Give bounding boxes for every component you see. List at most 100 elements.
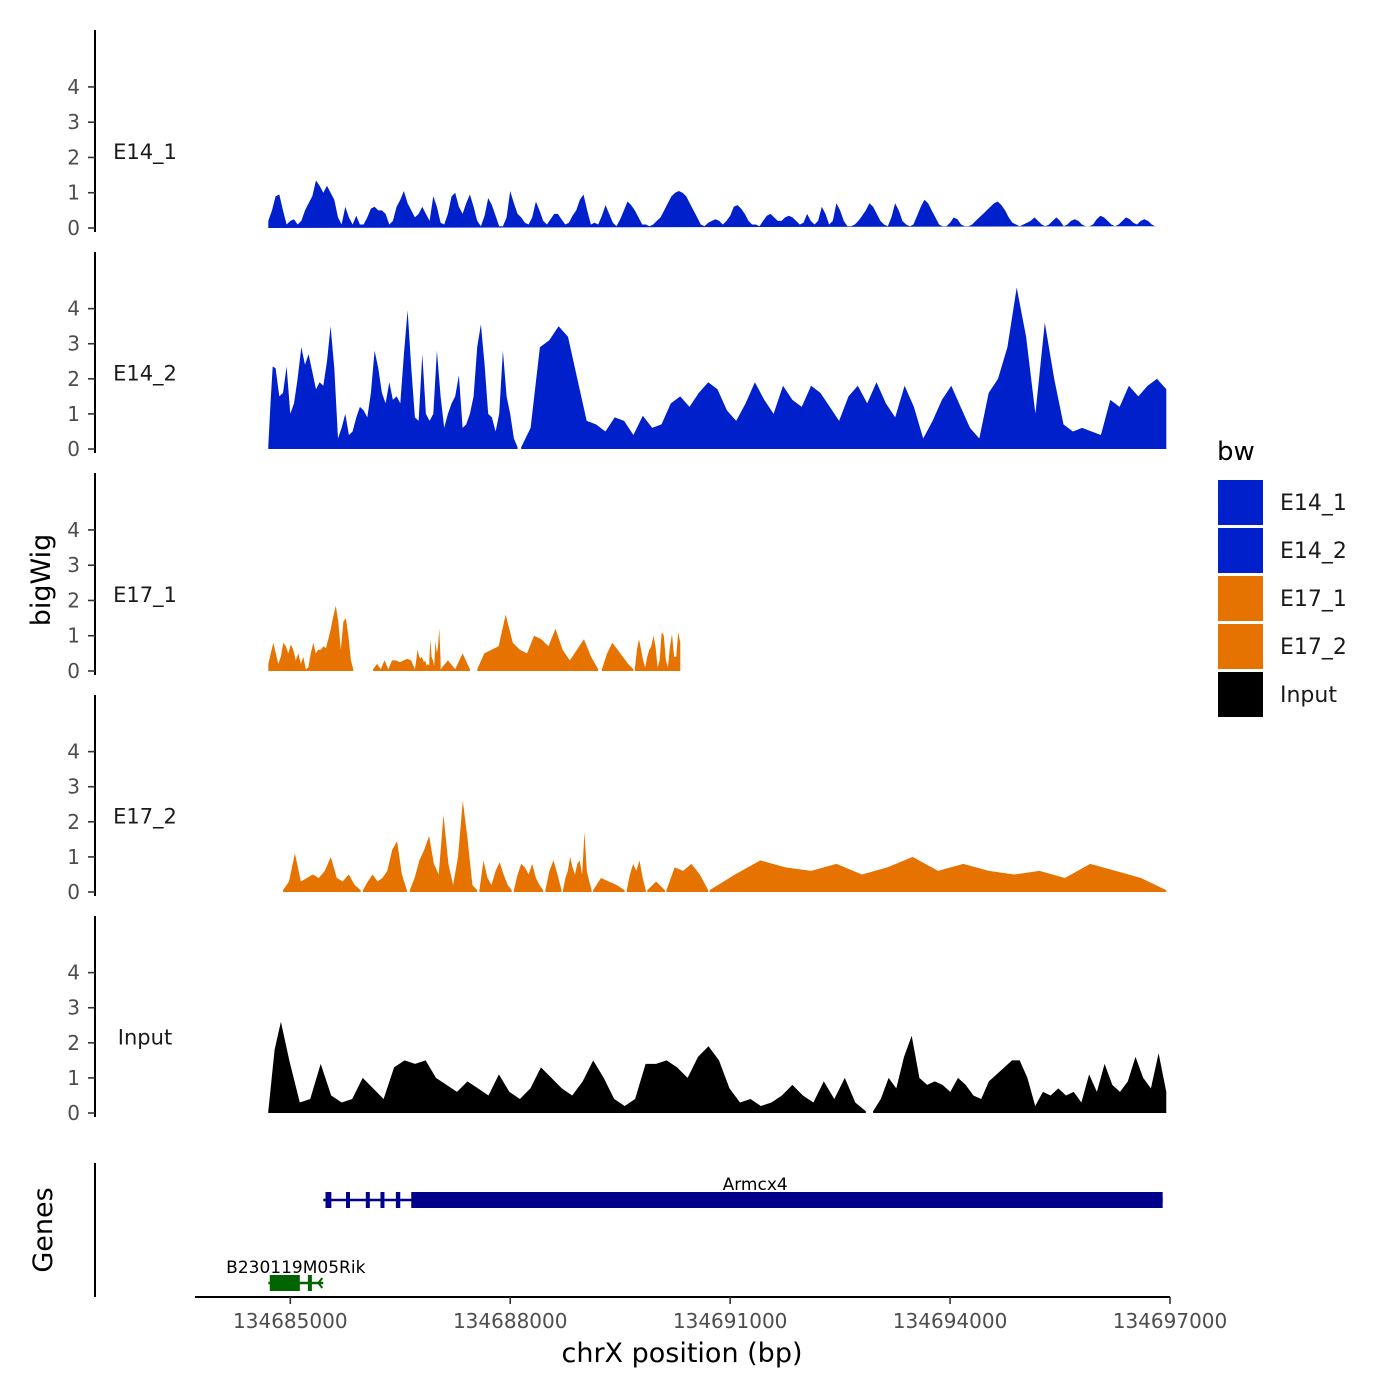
legend-label: E17_2 [1280, 635, 1347, 660]
signal-track-panels: 0 1 2 3 4 E14_1 0 1 2 3 4 E14_2 0 1 2 3 4 E17_1 0 1 2 3 4 E17_2… [67, 30, 1167, 1125]
x-tick-label: 134691000 [673, 1309, 788, 1333]
y-tick-label: 4 [67, 75, 80, 99]
legend-label: E17_1 [1280, 587, 1347, 612]
gene-armcx4: Armcx4 [323, 1175, 1163, 1208]
gene-exon [380, 1192, 385, 1208]
gene-exon [346, 1192, 351, 1208]
signal-area [268, 1021, 866, 1113]
signal-area [362, 841, 407, 892]
signal-area [563, 832, 592, 892]
x-tick-label: 134685000 [233, 1309, 348, 1333]
track-label: E17_2 [113, 805, 177, 830]
signal-area [601, 642, 634, 671]
gene-panel: Genes Armcx4 B230119M05Rik [28, 1163, 1163, 1297]
y-tick-label: 1 [67, 624, 80, 648]
gene-models: Armcx4 B230119M05Rik [226, 1175, 1163, 1291]
y-tick-label: 4 [67, 518, 80, 542]
track-panel-e14-2: 0 1 2 3 4 E14_2 [67, 252, 1167, 461]
y-tick-label: 3 [67, 996, 80, 1020]
y-tick-label: 0 [67, 659, 80, 683]
signal-area [479, 860, 512, 892]
y-tick-label: 2 [67, 1031, 80, 1055]
legend-swatch [1218, 528, 1263, 573]
gene-name-label: Armcx4 [723, 1175, 788, 1195]
legend-item-e14-1: E14_1 [1218, 480, 1347, 525]
signal-area [409, 800, 478, 892]
signal-area [283, 853, 361, 892]
x-tick-label: 134697000 [1113, 1309, 1228, 1333]
track-panel-e17-1: 0 1 2 3 4 E17_1 [67, 473, 681, 683]
legend-swatch [1218, 672, 1263, 717]
legend-title: bw [1217, 437, 1255, 467]
y-tick-label: 0 [67, 1101, 80, 1125]
legend: bw E14_1 E14_2 E17_1 E17_2 Input [1217, 437, 1347, 717]
signal-area [268, 605, 354, 671]
signal-area [521, 287, 1167, 449]
y-tick-label: 3 [67, 775, 80, 799]
gene-exon [325, 1192, 332, 1208]
strand-arrow [317, 1277, 324, 1289]
track-panel-e14-1: 0 1 2 3 4 E14_1 [67, 30, 1156, 240]
gene-exon [307, 1275, 312, 1291]
gene-panel-label: Genes [28, 1187, 59, 1272]
signal-area [709, 856, 1167, 892]
x-axis-title: chrX position (bp) [561, 1338, 802, 1369]
y-tick-label: 0 [67, 880, 80, 904]
y-tick-label: 3 [67, 110, 80, 134]
gene-exon [269, 1275, 300, 1291]
signal-area [477, 614, 599, 671]
legend-swatch [1218, 576, 1263, 621]
signal-area [268, 180, 1156, 228]
signal-area [414, 628, 441, 671]
y-tick-label: 0 [67, 437, 80, 461]
track-label: E14_1 [113, 140, 177, 165]
gene-exon [411, 1192, 1163, 1208]
signal-area [666, 863, 709, 892]
track-panel-input: 0 1 2 3 4 Input [67, 916, 1167, 1125]
signal-area [593, 878, 625, 892]
signal-area [440, 653, 470, 671]
y-tick-label: 1 [67, 181, 80, 205]
y-tick-label: 4 [67, 740, 80, 764]
track-panel-e17-2: 0 1 2 3 4 E17_2 [67, 695, 1167, 904]
y-tick-label: 1 [67, 1066, 80, 1090]
legend-swatch [1218, 624, 1263, 669]
legend-item-e14-2: E14_2 [1218, 528, 1347, 573]
legend-label: E14_1 [1280, 491, 1347, 516]
signal-area [513, 863, 544, 892]
y-tick-label: 2 [67, 367, 80, 391]
signal-area [545, 860, 562, 892]
y-tick-label: 4 [67, 297, 80, 321]
legend-label: E14_2 [1280, 539, 1347, 564]
signal-area [634, 632, 681, 671]
signal-area [873, 1035, 1167, 1113]
legend-swatch [1218, 480, 1263, 525]
y-tick-label: 0 [67, 216, 80, 240]
x-ticks: 134685000 134688000 134691000 134694000 1346… [233, 1297, 1227, 1333]
x-tick-label: 134694000 [893, 1309, 1008, 1333]
signal-area [647, 881, 665, 892]
signal-area [373, 658, 415, 671]
x-tick-label: 134688000 [453, 1309, 568, 1333]
gene-exon [365, 1192, 370, 1208]
y-tick-label: 1 [67, 402, 80, 426]
track-label: E17_1 [113, 583, 177, 608]
gene-b230119m05rik: B230119M05Rik [226, 1258, 366, 1291]
y-tick-label: 4 [67, 961, 80, 985]
legend-items: E14_1 E14_2 E17_1 E17_2 Input [1218, 480, 1347, 717]
legend-label: Input [1280, 683, 1337, 708]
track-label: Input [118, 1026, 172, 1050]
legend-item-e17-1: E17_1 [1218, 576, 1347, 621]
track-label: E14_2 [113, 362, 177, 387]
y-tick-label: 3 [67, 332, 80, 356]
y-tick-label: 3 [67, 553, 80, 577]
signal-area [626, 860, 646, 892]
gene-name-label: B230119M05Rik [226, 1258, 365, 1278]
signal-area [268, 310, 518, 449]
y-tick-label: 2 [67, 588, 80, 612]
x-axis: 134685000 134688000 134691000 134694000 1346… [195, 1296, 1227, 1369]
legend-item-input: Input [1218, 672, 1337, 717]
y-tick-label: 2 [67, 145, 80, 169]
legend-item-e17-2: E17_2 [1218, 624, 1347, 669]
